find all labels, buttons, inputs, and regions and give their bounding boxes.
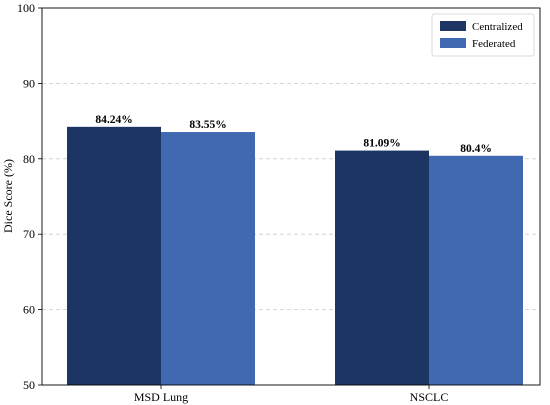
- y-tick-label: 90: [23, 76, 35, 90]
- data-labels: 84.24% 83.55% 81.09% 80.4%: [95, 114, 492, 155]
- y-tick-label: 60: [23, 303, 35, 317]
- legend-swatch: [440, 21, 466, 31]
- legend-label: Federated: [472, 38, 516, 50]
- plot-frame: [41, 7, 541, 386]
- y-tick-label: 50: [23, 378, 35, 392]
- legend: Centralized Federated: [431, 13, 535, 57]
- data-label: 84.24%: [95, 114, 132, 126]
- bar-centralized-msd-lung: [67, 126, 161, 386]
- legend-swatch: [440, 38, 466, 48]
- data-label: 83.55%: [189, 119, 226, 131]
- x-tick-label: NSCLC: [410, 390, 449, 404]
- y-tick-label: 70: [23, 227, 35, 241]
- bars: [67, 126, 523, 386]
- y-axis-label: Dice Score (%): [1, 159, 15, 233]
- y-tick-label: 80: [23, 152, 35, 166]
- axes: 50 60 70 80 90 100 MSD Lung NSCLC: [17, 1, 541, 404]
- legend-label: Centralized: [472, 21, 523, 33]
- x-tick-label: MSD Lung: [134, 390, 188, 404]
- data-label: 80.4%: [460, 143, 492, 155]
- bar-federated-msd-lung: [161, 132, 255, 385]
- bar-centralized-nsclc: [335, 150, 429, 385]
- bar-federated-nsclc: [429, 155, 523, 385]
- y-tick-label: 100: [17, 1, 35, 15]
- data-label: 81.09%: [363, 138, 400, 150]
